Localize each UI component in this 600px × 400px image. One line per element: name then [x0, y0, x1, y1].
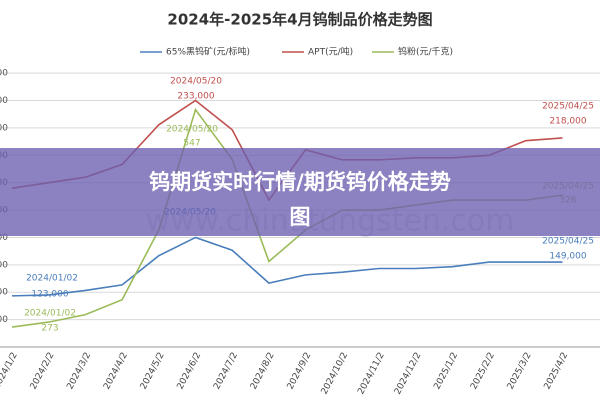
chart-title: 2024年-2025年4月钨制品价格走势图: [167, 11, 432, 29]
y-tick-label: 155,000: [0, 233, 8, 243]
series-line: [11, 236, 563, 297]
legend-label: APT(元/吨): [308, 46, 353, 58]
banner-title-end: 图: [290, 205, 311, 229]
annotation: 218,000: [549, 117, 586, 127]
annotation: 233,000: [177, 92, 214, 102]
y-tick-label: 215,000: [0, 123, 8, 133]
banner-title: 钨期货实时行情/期货钨价格走势: [149, 170, 451, 194]
annotation: 2025/04/25: [542, 102, 594, 112]
y-tick-label: 230,000: [0, 96, 8, 106]
annotation: 273: [41, 324, 58, 334]
annotation: 149,000: [549, 252, 586, 262]
annotation: 547: [183, 139, 200, 149]
legend-label: 钨粉(元/千克): [398, 46, 453, 58]
y-tick-label: 125,000: [0, 288, 8, 298]
annotation: 2024/01/02: [24, 309, 76, 319]
annotation: 2024/05/20: [166, 125, 218, 135]
y-tick-label: 245,000: [0, 69, 8, 79]
y-tick-label: 140,000: [0, 260, 8, 270]
banner: [0, 148, 600, 236]
annotation: 2024/01/02: [26, 274, 78, 284]
annotation: 123,000: [31, 290, 68, 300]
annotation: 2025/04/25: [542, 237, 594, 247]
legend-label: 65%黑钨矿(元/标吨): [166, 46, 250, 58]
annotation: 2024/05/20: [170, 77, 222, 87]
y-tick-label: 110,000: [0, 315, 8, 325]
